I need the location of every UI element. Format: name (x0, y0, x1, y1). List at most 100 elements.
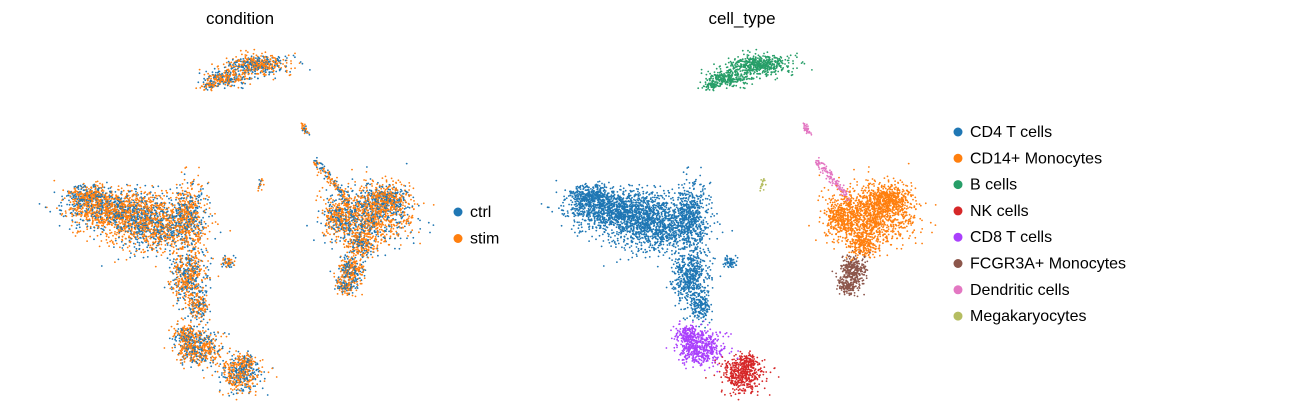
cell-point (370, 214, 373, 217)
cell-point (190, 366, 193, 368)
cell-point (364, 211, 367, 214)
cell-point (195, 242, 198, 245)
cell-point (203, 346, 206, 349)
cell-point (259, 380, 262, 383)
cell-point (122, 244, 125, 247)
cell-point (82, 182, 85, 185)
cell-point (215, 335, 217, 337)
cell-point (192, 315, 194, 317)
cell-point (203, 221, 206, 223)
cell-point (227, 392, 230, 395)
cell-point (346, 251, 349, 254)
cell-point (360, 228, 363, 231)
cell-point (387, 188, 390, 191)
cell-point (205, 70, 208, 73)
cell-point (317, 210, 320, 213)
cell-point (250, 57, 253, 59)
cell-point (188, 205, 190, 208)
cell-point (316, 174, 319, 177)
cell-point (347, 191, 349, 194)
cell-point (397, 233, 400, 235)
cell-point (163, 206, 166, 209)
cell-point (72, 231, 74, 234)
cell-point (410, 231, 412, 233)
cell-point (181, 235, 184, 238)
cell-point (172, 211, 175, 214)
cell-point (140, 202, 143, 204)
cell-point (326, 214, 328, 217)
cell-point (345, 214, 348, 217)
cell-point (400, 211, 403, 214)
cell-point (196, 287, 199, 290)
cell-point (80, 208, 83, 211)
cell-point (130, 201, 133, 204)
cell-point (340, 184, 343, 187)
cell-point (133, 253, 136, 256)
cell-point (193, 273, 196, 276)
cell-point (121, 220, 124, 223)
cell-point (343, 256, 346, 259)
cell-point (284, 55, 287, 58)
cell-point (204, 324, 207, 326)
cell-point (362, 237, 365, 240)
cell-point (218, 83, 221, 85)
cell-point (331, 201, 334, 204)
cell-point (152, 186, 155, 189)
cell-point (169, 249, 171, 252)
cell-point (396, 191, 399, 194)
cell-point (112, 234, 114, 237)
cell-point (402, 204, 404, 207)
cell-point (239, 58, 242, 60)
cell-point (402, 202, 404, 204)
cell-point (106, 181, 108, 184)
cell-point (149, 235, 152, 238)
cell-point (136, 183, 139, 186)
cell-point (285, 62, 288, 64)
cell-point (378, 228, 381, 231)
cell-point (329, 270, 332, 273)
cell-point (197, 330, 200, 332)
cell-point (209, 334, 212, 336)
cell-point (141, 197, 144, 200)
cell-point (183, 239, 186, 242)
cell-point (166, 195, 168, 198)
cell-point (235, 366, 238, 368)
cell-point (204, 233, 207, 236)
cell-point (209, 277, 212, 279)
cell-point (203, 244, 205, 246)
cell-point (149, 246, 151, 249)
cell-point (262, 73, 265, 76)
cell-point (326, 180, 329, 183)
cell-point (272, 73, 275, 76)
cell-point (325, 189, 328, 191)
cell-point (254, 70, 256, 72)
cell-point (367, 216, 370, 219)
cell-point (135, 190, 137, 193)
cell-point (140, 207, 143, 210)
cell-point (352, 204, 355, 207)
cell-point (198, 317, 201, 319)
cell-point (359, 279, 362, 282)
cell-point (185, 293, 188, 296)
cell-point (232, 393, 235, 396)
cell-point (217, 71, 220, 74)
cell-point (330, 197, 332, 200)
cell-point (267, 371, 270, 374)
cell-point (175, 183, 178, 186)
cell-point (342, 200, 345, 203)
cell-point (370, 183, 373, 185)
cell-point (320, 172, 322, 175)
cell-point (333, 224, 335, 227)
cell-point (118, 236, 120, 239)
cell-point (126, 217, 129, 220)
cell-point (252, 360, 255, 363)
cell-point (229, 347, 231, 350)
cell-point (86, 223, 89, 225)
cell-point (377, 192, 379, 195)
cell-point (117, 185, 120, 188)
cell-point (386, 212, 389, 215)
cell-point (338, 204, 341, 207)
cell-point (185, 264, 188, 267)
cell-point (188, 307, 191, 309)
cell-point (129, 184, 132, 187)
